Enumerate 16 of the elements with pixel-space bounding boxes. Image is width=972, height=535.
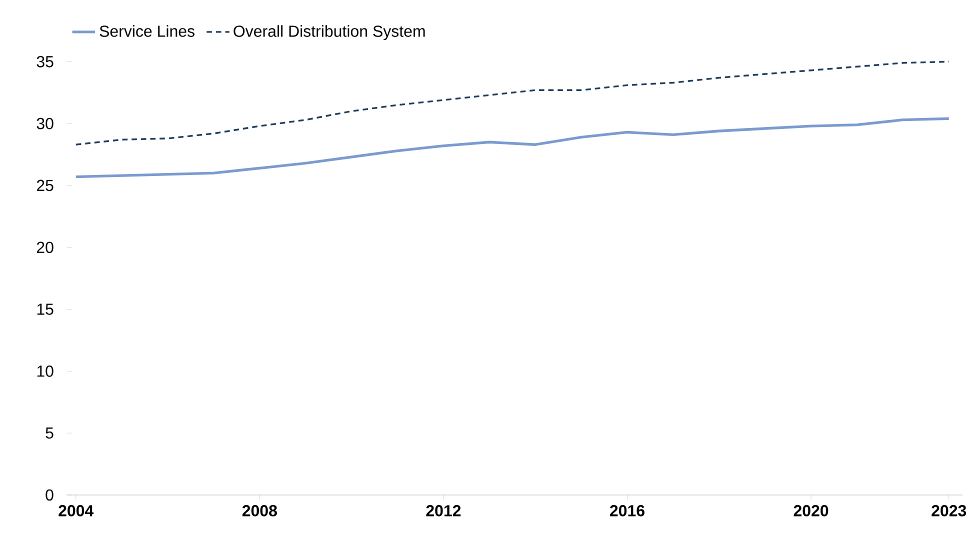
y-tick-label: 5 bbox=[46, 428, 54, 439]
x-tick-label: 2016 bbox=[610, 505, 644, 516]
x-tick-label: 2020 bbox=[794, 505, 828, 516]
x-tick-label: 2004 bbox=[58, 505, 94, 516]
legend-label: Overall Distribution System bbox=[234, 25, 425, 40]
y-tick-label: 0 bbox=[46, 489, 54, 501]
y-tick-label: 35 bbox=[36, 56, 54, 68]
x-tick-label: 2023 bbox=[932, 505, 966, 516]
y-tick-label: 30 bbox=[36, 118, 54, 130]
x-tick-label: 2008 bbox=[242, 505, 277, 516]
y-tick-label: 15 bbox=[37, 304, 54, 315]
y-tick-label: 25 bbox=[36, 180, 54, 192]
y-tick-label: 20 bbox=[36, 242, 54, 254]
y-tick-label: 10 bbox=[37, 366, 54, 377]
legend-label: Service Lines bbox=[100, 25, 194, 37]
x-tick-label: 2012 bbox=[426, 505, 461, 516]
